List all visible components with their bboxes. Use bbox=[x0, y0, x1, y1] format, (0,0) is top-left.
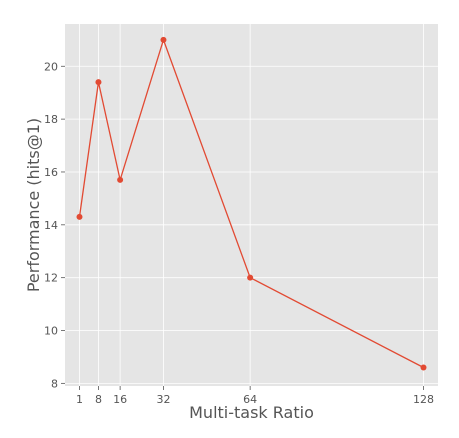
y-tick-label: 12 bbox=[44, 272, 58, 285]
data-point bbox=[95, 79, 102, 86]
data-point bbox=[160, 36, 167, 43]
x-tick-label: 16 bbox=[113, 393, 127, 406]
series-line bbox=[78, 39, 424, 369]
x-tick-label: 32 bbox=[156, 393, 170, 406]
x-tick-label: 1 bbox=[76, 393, 83, 406]
y-tick-label: 16 bbox=[44, 166, 58, 179]
y-tick-label: 14 bbox=[44, 219, 58, 232]
x-tick-label: 64 bbox=[243, 393, 257, 406]
y-tick-label: 20 bbox=[44, 60, 58, 73]
data-point bbox=[420, 364, 427, 371]
plot-area bbox=[65, 24, 438, 386]
y-axis-label: Performance (hits@1) bbox=[24, 118, 43, 292]
data-point bbox=[117, 176, 124, 183]
y-axis-ticks: 8 10 12 14 16 18 20 bbox=[44, 60, 65, 390]
x-axis-ticks: 1 8 16 32 64 128 bbox=[76, 386, 434, 406]
x-tick-label: 128 bbox=[413, 393, 434, 406]
series-layer bbox=[76, 36, 427, 371]
data-point bbox=[247, 274, 254, 281]
y-tick-label: 18 bbox=[44, 113, 58, 126]
y-tick-label: 8 bbox=[51, 377, 58, 390]
data-point bbox=[76, 213, 83, 220]
y-tick-label: 10 bbox=[44, 325, 58, 338]
x-axis-label: Multi-task Ratio bbox=[189, 403, 314, 422]
grid-lines bbox=[65, 24, 438, 386]
x-tick-label: 8 bbox=[95, 393, 102, 406]
